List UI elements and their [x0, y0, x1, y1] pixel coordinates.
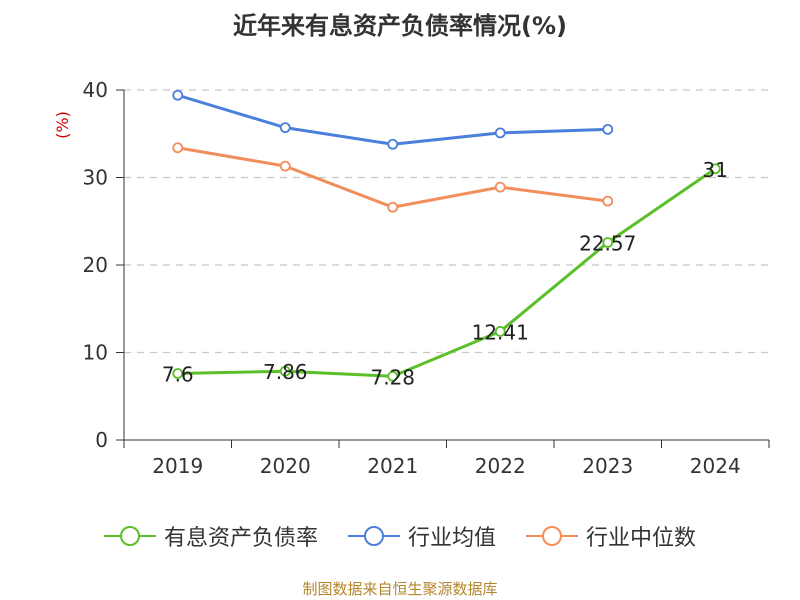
data-point — [494, 326, 506, 337]
legend-marker-orange-icon — [526, 526, 578, 546]
data-point — [172, 89, 184, 101]
data-label: 7.28 — [370, 365, 415, 389]
legend-label: 行业中位数 — [586, 526, 697, 551]
legend-item-series-2[interactable]: 行业中位数 — [526, 520, 696, 552]
y-axis-label: (%) — [53, 111, 72, 139]
x-tick-label: 2023 — [582, 454, 633, 478]
data-point — [387, 201, 399, 213]
y-tick-label: 30 — [83, 166, 108, 190]
data-point — [387, 370, 399, 382]
legend-marker-blue-icon — [347, 526, 400, 546]
data-point — [279, 122, 291, 134]
legend-label: 行业均值 — [407, 526, 496, 551]
source-note: 制图数据来自恒生聚源数据库 — [302, 580, 498, 598]
data-point — [602, 123, 614, 135]
legend-marker-green-icon — [103, 526, 156, 546]
x-tick-label: 2020 — [260, 454, 311, 478]
data-point — [172, 142, 184, 154]
x-tick-label: 2024 — [690, 454, 741, 478]
series-line-1 — [177, 93, 608, 146]
legend: 有息资产负债率 行业均值 行业中位数 — [0, 520, 800, 552]
legend-item-series-0[interactable]: 有息资产负债率 — [103, 520, 318, 552]
data-label: 22.57 — [579, 232, 636, 256]
series-line-0 — [177, 167, 717, 378]
y-tick-label: 20 — [83, 253, 108, 277]
data-label: 31 — [703, 158, 728, 182]
data-label: 7.86 — [263, 360, 308, 384]
data-point — [602, 237, 614, 248]
y-tick-label: 10 — [83, 341, 108, 365]
data-point — [172, 368, 184, 379]
data-point — [279, 160, 291, 172]
y-tick-label: 40 — [83, 78, 108, 102]
data-label: 12.41 — [472, 320, 529, 344]
legend-label: 有息资产负债率 — [163, 526, 318, 551]
chart-title: 近年来有息资产负债率情况(%) — [233, 12, 567, 40]
data-point — [709, 163, 721, 175]
x-tick-label: 2021 — [367, 454, 418, 478]
y-tick-label: 0 — [95, 428, 108, 452]
data-point — [494, 127, 506, 139]
data-point — [494, 181, 506, 193]
data-label: 7.6 — [162, 363, 194, 387]
x-tick-label: 2022 — [475, 454, 526, 478]
data-point — [602, 195, 614, 207]
legend-item-series-1[interactable]: 行业均值 — [347, 520, 496, 552]
x-tick-label: 2019 — [152, 454, 203, 478]
data-point — [279, 365, 291, 377]
data-point — [387, 138, 399, 150]
